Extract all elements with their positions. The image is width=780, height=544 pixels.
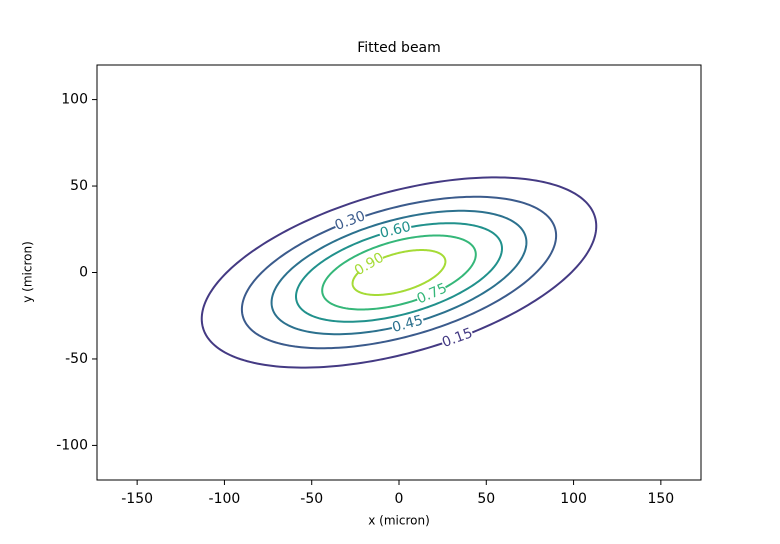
y-tick-label: 100 (61, 92, 88, 108)
y-tick-label: 0 (79, 265, 88, 281)
x-tick-label: -100 (209, 491, 241, 507)
contour-line (295, 222, 503, 323)
contour-line (351, 249, 447, 296)
contour-label: 0.15 (440, 325, 475, 351)
contour-label: 0.45 (391, 313, 425, 336)
contour-line (200, 176, 598, 369)
x-tick-label: -150 (121, 491, 153, 507)
x-tick-label: -50 (300, 491, 323, 507)
y-tick-label: -50 (65, 351, 88, 367)
contour-label: 0.60 (378, 219, 412, 242)
chart-title: Fitted beam (357, 40, 441, 56)
x-axis-label: x (micron) (368, 514, 430, 528)
x-tick-label: 150 (647, 491, 674, 507)
y-axis-label: y (micron) (21, 241, 35, 303)
x-tick-label: 50 (477, 491, 495, 507)
x-tick-label: 100 (560, 491, 587, 507)
plot-frame (96, 64, 702, 481)
contour-line (270, 209, 528, 336)
contour-line (321, 234, 477, 311)
contour-line (240, 195, 558, 350)
y-tick-label: -100 (56, 437, 88, 453)
y-tick-label: 50 (70, 178, 88, 194)
x-tick-label: 0 (395, 491, 404, 507)
contour-label: 0.90 (352, 250, 387, 280)
